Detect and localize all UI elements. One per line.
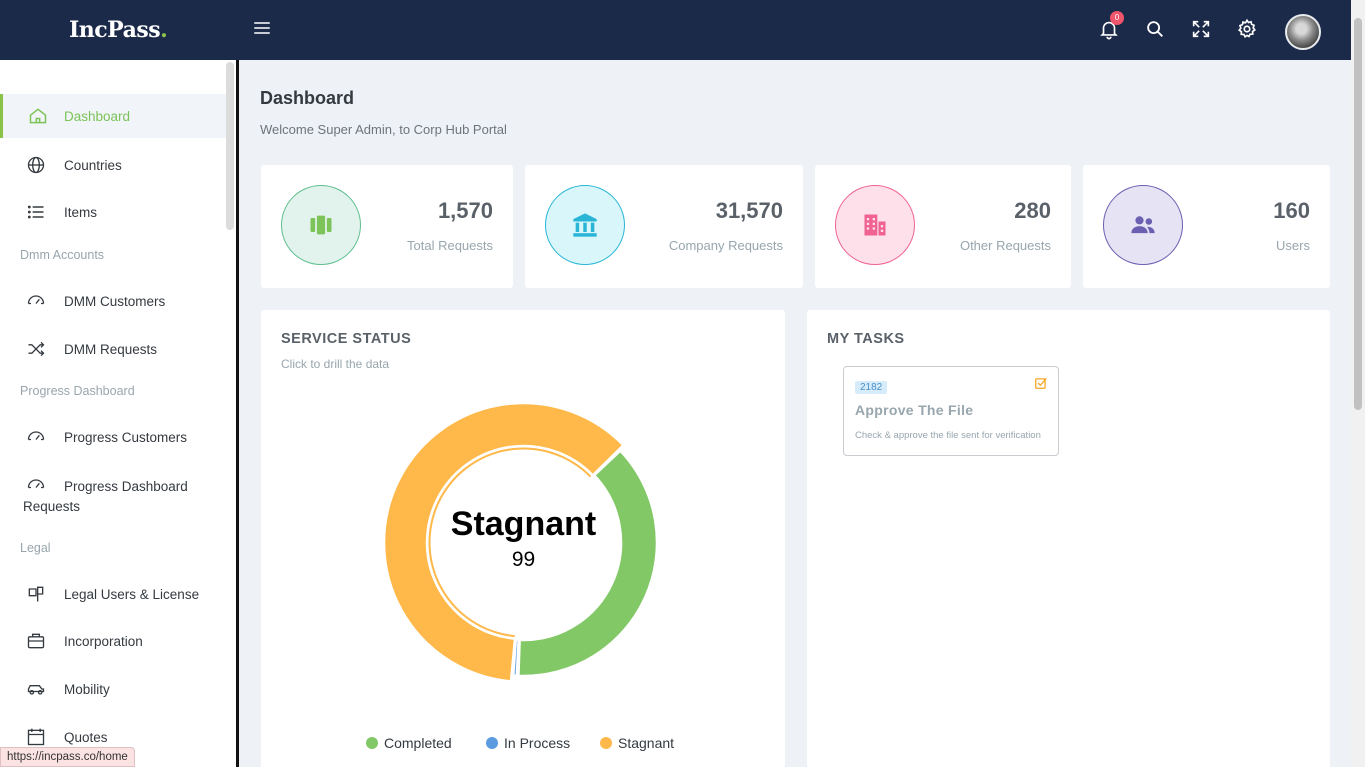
donut-center-label: Stagnant: [450, 505, 597, 543]
page-title: Dashboard: [260, 88, 355, 108]
notification-badge: 0: [1110, 11, 1124, 25]
stat-label: Users: [1276, 238, 1310, 253]
service-status-donut-chart[interactable]: Stagnant 99: [381, 400, 666, 685]
top-navbar: IncPass. 0: [0, 0, 1351, 60]
status-bar-url: https://incpass.co/home: [0, 747, 135, 767]
stat-value: 31,570: [715, 198, 783, 223]
panel-subtitle: Click to drill the data: [281, 357, 390, 371]
stat-value: 160: [1273, 198, 1310, 223]
my-tasks-panel: MY TASKS 2182 Approve The File Check & a…: [807, 310, 1330, 767]
globe-icon: [26, 155, 46, 175]
sidebar-item-legal-users-license[interactable]: Legal Users & License: [0, 572, 226, 616]
list-icon: [26, 202, 46, 222]
donut-center-value: 99: [511, 548, 536, 571]
legend-swatch: [486, 737, 498, 749]
calendar-icon: [26, 727, 46, 747]
stat-value: 1,570: [437, 198, 493, 223]
car-icon: [26, 679, 46, 699]
speedometer-icon: [26, 291, 46, 311]
columns-icon: [281, 185, 361, 265]
donut-slice-stagnant[interactable]: [383, 402, 624, 682]
sidebar-item-progress-dashboard-requests[interactable]: Progress Dashboard Requests: [0, 463, 226, 523]
flag-icon: [26, 584, 46, 604]
checkbox-icon[interactable]: [1034, 376, 1048, 390]
sidebar-section-dmm-accounts: Dmm Accounts: [20, 248, 105, 262]
stat-card-users[interactable]: 160 Users: [1083, 165, 1330, 288]
bank-icon: [545, 185, 625, 265]
donut-slice-in-process[interactable]: [512, 639, 519, 677]
building-icon: [835, 185, 915, 265]
page-scrollbar[interactable]: [1351, 0, 1365, 767]
legend-swatch: [600, 737, 612, 749]
settings-gear-icon[interactable]: [1236, 18, 1258, 40]
brand-logo[interactable]: IncPass.: [69, 17, 168, 43]
sidebar: Dashboard Countries Items Dmm Accounts D…: [0, 60, 236, 767]
sidebar-scrollbar[interactable]: [226, 62, 234, 230]
sidebar-item-items[interactable]: Items: [0, 190, 226, 234]
task-description: Check & approve the file sent for verifi…: [855, 430, 1041, 441]
users-icon: [1103, 185, 1183, 265]
sidebar-item-dashboard[interactable]: Dashboard: [0, 94, 226, 138]
stat-value: 280: [1014, 198, 1051, 223]
sidebar-divider: [236, 60, 239, 767]
sidebar-item-dmm-customers[interactable]: DMM Customers: [0, 279, 226, 323]
task-card[interactable]: 2182 Approve The File Check & approve th…: [843, 366, 1059, 456]
stat-card-total-requests[interactable]: 1,570 Total Requests: [261, 165, 513, 288]
menu-toggle-button[interactable]: [254, 22, 270, 36]
sidebar-item-progress-customers[interactable]: Progress Customers: [0, 415, 226, 459]
user-avatar[interactable]: [1285, 14, 1321, 50]
sidebar-item-quotes[interactable]: Quotes: [0, 715, 226, 759]
service-status-panel: SERVICE STATUS Click to drill the data S…: [261, 310, 785, 767]
sidebar-item-mobility[interactable]: Mobility: [0, 667, 226, 711]
home-icon: [28, 106, 48, 126]
sidebar-item-incorporation[interactable]: Incorporation: [0, 619, 226, 663]
stat-label: Total Requests: [407, 238, 493, 253]
sidebar-item-countries[interactable]: Countries: [0, 143, 226, 187]
legend-item-completed[interactable]: Completed: [366, 735, 452, 751]
legend-item-stagnant[interactable]: Stagnant: [600, 735, 674, 751]
donut-svg: [383, 402, 658, 682]
search-icon[interactable]: [1144, 18, 1166, 40]
task-title: Approve The File: [855, 402, 974, 418]
sidebar-section-legal: Legal: [20, 541, 51, 555]
stat-card-company-requests[interactable]: 31,570 Company Requests: [525, 165, 803, 288]
speedometer-icon: [26, 475, 46, 495]
briefcase-icon: [26, 631, 46, 651]
sidebar-item-dmm-requests[interactable]: DMM Requests: [0, 327, 226, 371]
stat-label: Other Requests: [959, 238, 1051, 253]
donut-slice-completed[interactable]: [518, 450, 658, 677]
legend-item-in-process[interactable]: In Process: [486, 735, 570, 751]
task-id-badge: 2182: [855, 381, 888, 394]
sidebar-section-progress-dashboard: Progress Dashboard: [20, 384, 135, 398]
stat-card-other-requests[interactable]: 280 Other Requests: [815, 165, 1071, 288]
stat-label: Company Requests: [668, 238, 783, 253]
speedometer-icon: [26, 427, 46, 447]
panel-title: SERVICE STATUS: [281, 331, 412, 347]
page-subtitle: Welcome Super Admin, to Corp Hub Portal: [260, 122, 507, 137]
fullscreen-icon[interactable]: [1190, 18, 1212, 40]
legend-swatch: [366, 737, 378, 749]
shuffle-icon: [26, 339, 46, 359]
panel-title: MY TASKS: [827, 331, 905, 347]
